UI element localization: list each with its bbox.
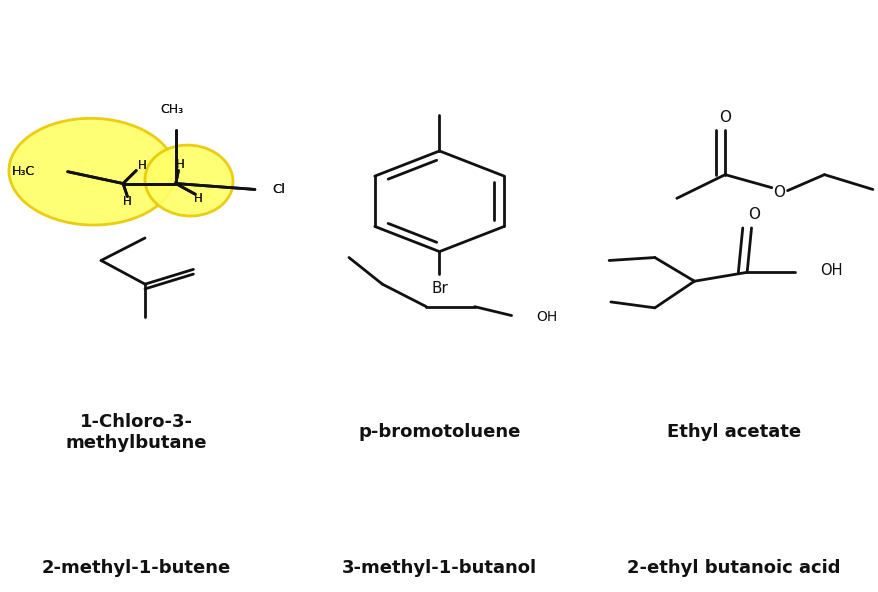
Text: H: H xyxy=(123,195,132,208)
Ellipse shape xyxy=(145,145,233,216)
Text: O: O xyxy=(747,207,759,223)
Text: CH₃: CH₃ xyxy=(160,103,183,116)
Text: H: H xyxy=(138,159,147,172)
Text: 2-methyl-1-butene: 2-methyl-1-butene xyxy=(41,559,231,577)
Text: Ethyl acetate: Ethyl acetate xyxy=(666,423,800,441)
Text: H: H xyxy=(138,159,147,172)
Text: 2-ethyl butanoic acid: 2-ethyl butanoic acid xyxy=(627,559,839,577)
Text: 3-methyl-1-butanol: 3-methyl-1-butanol xyxy=(342,559,536,577)
Text: H₃C: H₃C xyxy=(12,165,35,178)
Text: Br: Br xyxy=(430,281,448,296)
Ellipse shape xyxy=(9,118,176,225)
Text: O: O xyxy=(718,110,730,125)
Text: H: H xyxy=(176,158,184,171)
Text: 1-Chloro-3-
methylbutane: 1-Chloro-3- methylbutane xyxy=(66,413,206,452)
Text: H: H xyxy=(193,192,202,205)
Text: H: H xyxy=(123,195,132,208)
Text: p-bromotoluene: p-bromotoluene xyxy=(358,423,520,441)
Text: H₃C: H₃C xyxy=(12,165,35,178)
Text: CH₃: CH₃ xyxy=(160,103,183,116)
Text: Cl: Cl xyxy=(272,183,285,196)
Text: OH: OH xyxy=(819,263,842,278)
Text: H: H xyxy=(176,158,184,171)
Text: O: O xyxy=(772,185,784,200)
Text: H: H xyxy=(193,192,202,205)
Text: OH: OH xyxy=(536,310,557,324)
Text: Cl: Cl xyxy=(272,183,285,196)
